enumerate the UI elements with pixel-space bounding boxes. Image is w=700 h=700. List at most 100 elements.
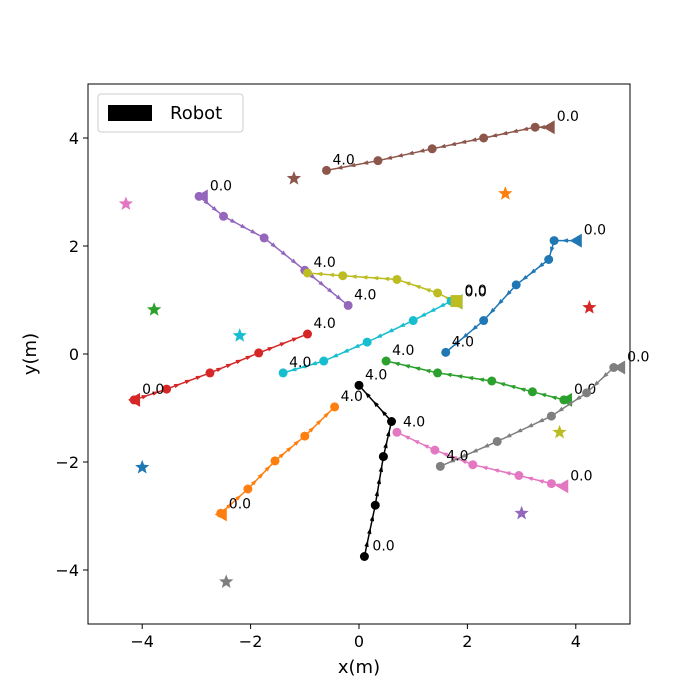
human-2-goal-star — [498, 186, 513, 200]
robot-direction-arrow — [364, 391, 371, 399]
human-6-start-marker — [542, 120, 555, 135]
human-9-direction-arrow — [382, 276, 390, 282]
human-3-direction-arrow — [550, 395, 557, 401]
human-10-goal-star — [232, 328, 247, 342]
human-8-direction-arrow — [459, 453, 467, 458]
human-7-point — [392, 427, 402, 437]
human-8-direction-arrow — [593, 380, 600, 387]
robot-direction-arrow — [374, 489, 379, 497]
human-6-direction-arrow — [385, 155, 393, 160]
human-6-point — [373, 156, 383, 166]
human-1-goal-star — [135, 459, 150, 474]
human-2-start-marker — [214, 507, 227, 522]
x-axis-label: x(m) — [338, 657, 380, 678]
human-10-direction-arrow — [289, 366, 297, 372]
human-6-direction-arrow — [469, 137, 477, 142]
human-8-start-time-label: 0.0 — [627, 350, 649, 366]
y-tick-label: 2 — [69, 237, 79, 256]
legend: Robot — [97, 93, 244, 133]
human-4-direction-arrow — [141, 395, 149, 400]
human-6-direction-arrow — [459, 139, 467, 144]
human-3-direction-arrow — [423, 369, 431, 374]
human-4-direction-arrow — [184, 379, 192, 385]
human-3-point — [527, 387, 537, 397]
human-2-direction-arrow — [257, 472, 264, 479]
human-7-direction-arrow — [412, 439, 420, 445]
human-9-direction-arrow — [350, 274, 357, 279]
human-3-direction-arrow — [403, 364, 411, 369]
human-3-direction-arrow — [466, 376, 474, 381]
human-3-direction-arrow — [455, 374, 463, 379]
human-2-point — [243, 484, 253, 494]
human-7-direction-arrow — [492, 468, 500, 473]
human-8-goal-star — [219, 574, 234, 588]
human-7-direction-arrow — [503, 471, 511, 476]
y-tick-label: 0 — [69, 345, 79, 364]
human-4-point — [162, 384, 172, 394]
human-2-direction-arrow — [264, 465, 271, 472]
human-1-point — [511, 280, 521, 290]
human-8-direction-arrow — [526, 422, 534, 428]
human-3-direction-arrow — [498, 382, 506, 387]
human-8-direction-arrow — [482, 443, 490, 448]
human-2-direction-arrow — [250, 479, 258, 486]
human-6-point — [321, 165, 331, 175]
human-7-direction-arrow — [441, 452, 448, 457]
human-7-end-time-label: 4.0 — [403, 414, 425, 430]
robot-point — [370, 500, 380, 510]
robot-direction-arrow — [385, 429, 391, 437]
legend-robot-label: Robot — [170, 103, 222, 124]
human-5-end-time-label: 4.0 — [354, 287, 376, 303]
human-6-end-time-label: 4.0 — [332, 152, 354, 168]
human-8-direction-arrow — [504, 433, 512, 438]
x-tick-label: 0 — [354, 632, 364, 651]
robot-direction-arrow — [376, 477, 381, 485]
human-6-point — [479, 133, 489, 143]
human-5-direction-arrow — [318, 280, 325, 287]
human-10-start-time-label: 0.0 — [465, 283, 487, 299]
human-10-direction-arrow — [331, 353, 339, 358]
human-6-direction-arrow — [449, 141, 457, 147]
human-2-point — [300, 431, 310, 441]
human-6-direction-arrow — [335, 165, 343, 170]
human-8-direction-arrow — [471, 448, 479, 453]
human-4-direction-arrow — [235, 359, 243, 365]
human-1-point — [544, 255, 554, 264]
x-tick-label: −2 — [239, 632, 263, 651]
human-8-direction-arrow — [537, 417, 545, 423]
human-8-direction-arrow — [515, 428, 523, 433]
human-2-direction-arrow — [293, 440, 301, 446]
human-9-point — [303, 268, 313, 278]
human-4-direction-arrow — [291, 337, 299, 342]
human-6-direction-arrow — [439, 143, 446, 149]
human-10-direction-arrow — [310, 361, 318, 366]
human-2-end-time-label: 4.0 — [341, 389, 363, 405]
robot-direction-arrow — [381, 409, 388, 417]
human-5-direction-arrow — [280, 250, 288, 257]
human-7-point — [430, 445, 440, 455]
human-6-direction-arrow — [500, 130, 508, 136]
human-7-direction-arrow — [537, 479, 545, 484]
human-7-direction-arrow — [460, 459, 467, 465]
x-tick-label: −4 — [130, 632, 154, 651]
human-10-point — [362, 337, 372, 347]
human-6-point — [530, 122, 540, 132]
human-8-point — [492, 436, 502, 446]
human-6-goal-star — [286, 171, 302, 185]
human-8-direction-arrow — [448, 458, 456, 463]
robot-direction-arrow — [383, 441, 388, 449]
human-10-direction-arrow — [386, 328, 394, 333]
human-10-direction-arrow — [438, 302, 446, 308]
human-5-point — [219, 211, 228, 221]
human-6-start-time-label: 0.0 — [557, 109, 579, 125]
human-1-start-time-label: 0.0 — [584, 223, 606, 239]
human-9-direction-arrow — [424, 288, 431, 293]
human-2-direction-arrow — [278, 452, 286, 459]
human-6-direction-arrow — [396, 153, 404, 158]
human-4-direction-arrow — [279, 342, 287, 347]
legend-frame — [97, 93, 244, 133]
human-5-goal-star — [514, 505, 529, 520]
human-4-direction-arrow — [267, 346, 275, 352]
human-4-direction-arrow — [245, 355, 253, 361]
human-9-direction-arrow — [413, 285, 421, 290]
